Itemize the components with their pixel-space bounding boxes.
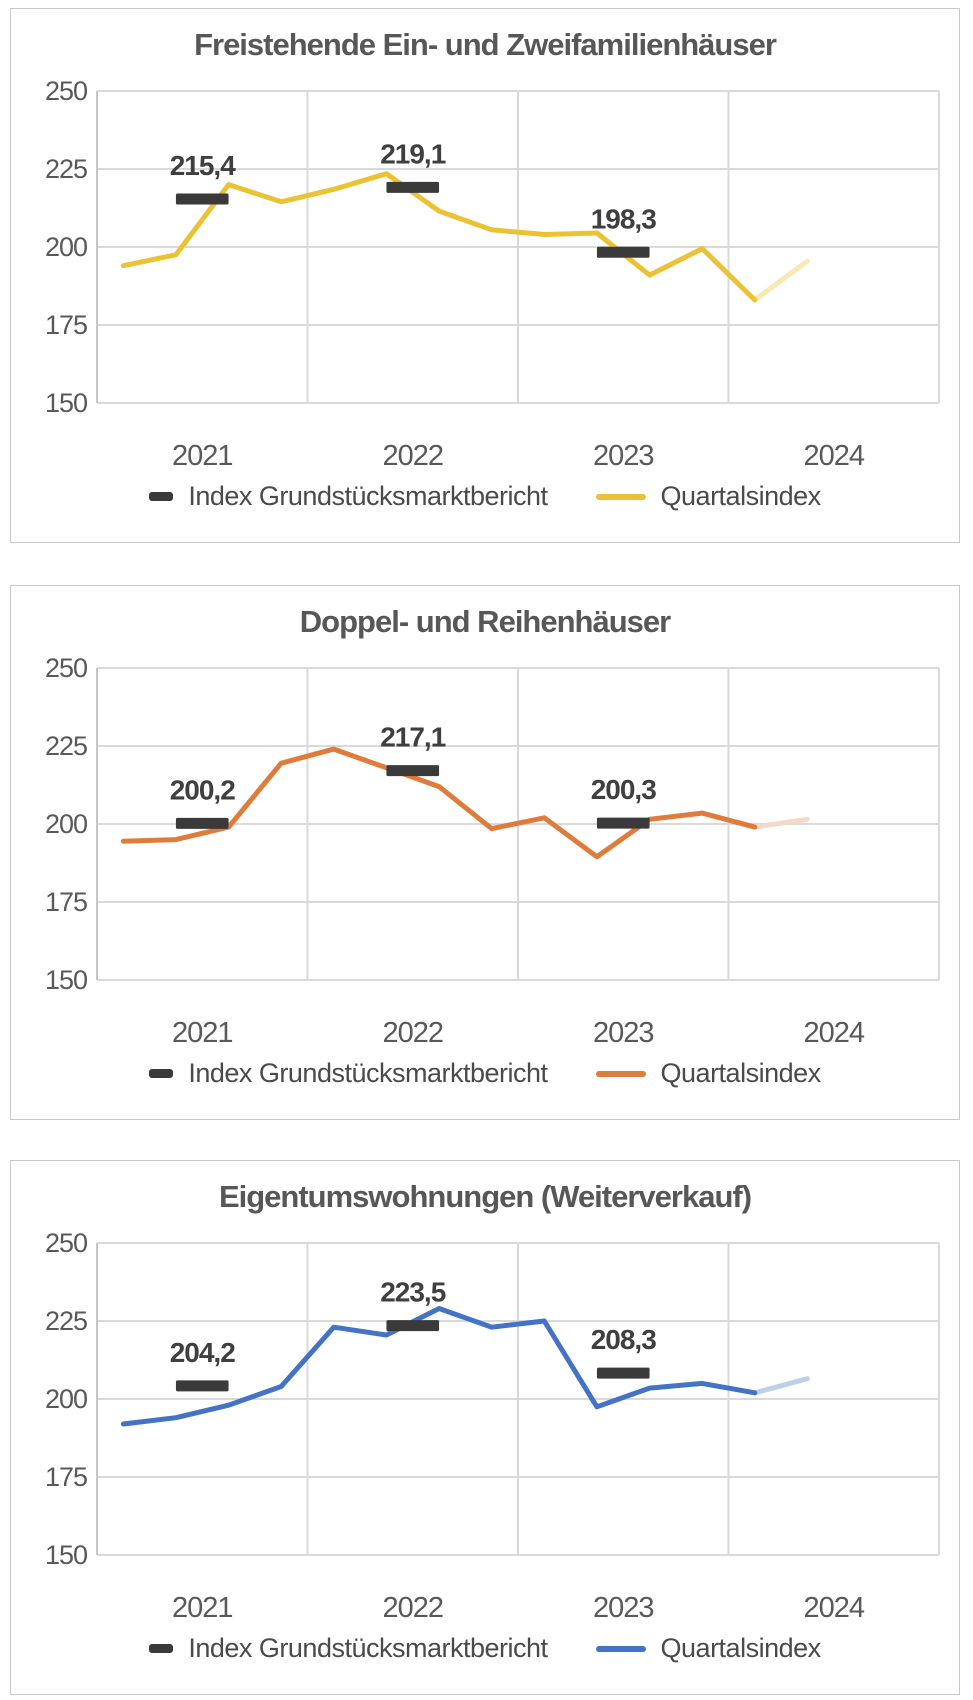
chart-card-freistehende: Freistehende Ein- und Zweifamilienhäuser… [10,8,960,543]
x-axis-label: 2023 [593,440,654,472]
index-annotation: 217,1 [380,722,445,753]
quarterly-line-faded [752,258,810,303]
chart-title: Freistehende Ein- und Zweifamilienhäuser [194,27,777,62]
x-axis-label: 2021 [172,1592,233,1624]
legend-label-index: Index Grundstücksmarktbericht [188,1633,548,1663]
x-axis-label: 2022 [382,440,443,472]
index-dash-swatch [149,1069,174,1078]
index-dash-swatch [149,1644,174,1653]
quarterly-line-faded [752,1376,810,1396]
y-tick-label: 225 [45,1306,87,1336]
index-dash [596,817,650,829]
legend-label-quarterly: Quartalsindex [660,481,822,511]
index-dash [596,1367,650,1379]
y-tick-label: 200 [45,1384,87,1414]
index-annotation: 204,2 [170,1337,235,1368]
index-dash [175,1380,229,1392]
index-dash [386,765,440,777]
x-axis-label: 2024 [803,1017,864,1049]
y-tick-label: 200 [45,809,87,839]
chart-legend: Index Grundstücksmarktbericht Quartalsin… [11,481,959,512]
legend-item-index: Index Grundstücksmarktbericht [149,1058,548,1089]
legend-item-quarterly: Quartalsindex [595,1058,822,1089]
index-annotation: 215,4 [170,150,236,181]
index-annotation: 219,1 [380,138,445,169]
index-annotation: 208,3 [591,1324,656,1355]
legend-label-quarterly: Quartalsindex [660,1633,822,1663]
quarterly-line-swatch [595,493,646,500]
quarterly-line-faded [752,816,810,830]
chart-legend: Index Grundstücksmarktbericht Quartalsin… [11,1633,959,1664]
index-dash [175,193,229,205]
y-tick-label: 150 [45,388,87,418]
quarterly-line-swatch [595,1070,646,1077]
index-dash [596,246,650,258]
index-annotation: 200,3 [591,774,656,805]
y-tick-label: 250 [45,653,87,683]
y-tick-label: 175 [45,887,87,917]
chart-plot: 250 225 200 175 150 2021 2022 2023 2024 200,2 217,… [45,653,940,1049]
x-axis-label: 2022 [382,1017,443,1049]
chart-card-eigentumswohnungen: Eigentumswohnungen (Weiterverkauf) 250 22… [10,1160,960,1695]
x-axis-label: 2024 [803,1592,864,1624]
y-tick-label: 150 [45,965,87,995]
quarterly-line-swatch [595,1645,646,1652]
legend-label-index: Index Grundstücksmarktbericht [188,1058,548,1088]
legend-label-quarterly: Quartalsindex [660,1058,822,1088]
quarterly-line [120,171,758,303]
chart-card-doppel-reihenhaeuser: Doppel- und Reihenhäuser 250 225 200 175 150… [10,585,960,1120]
x-axis-label: 2021 [172,1017,233,1049]
x-axis-label: 2024 [803,440,864,472]
y-tick-label: 150 [45,1540,87,1570]
chart-legend: Index Grundstücksmarktbericht Quartalsin… [11,1058,959,1089]
y-tick-label: 175 [45,1462,87,1492]
y-tick-label: 250 [45,1228,87,1258]
quarterly-line [120,1306,758,1427]
chart-title: Doppel- und Reihenhäuser [299,604,671,639]
y-tick-label: 250 [45,76,87,106]
y-tick-label: 225 [45,154,87,184]
legend-item-index: Index Grundstücksmarktbericht [149,481,548,512]
index-dash [386,181,440,193]
index-dash [386,1320,440,1332]
x-axis-label: 2021 [172,440,233,472]
legend-item-quarterly: Quartalsindex [595,1633,822,1664]
chart-title: Eigentumswohnungen (Weiterverkauf) [218,1179,752,1214]
quarterly-line [120,746,758,860]
index-dash [175,817,229,829]
index-annotation: 200,2 [170,774,235,805]
index-annotation: 198,3 [591,203,656,234]
chart-plot: 250 225 200 175 150 2021 2022 2023 2024 215,4 219,… [45,76,940,472]
index-dash-swatch [149,492,174,501]
legend-item-index: Index Grundstücksmarktbericht [149,1633,548,1664]
y-tick-label: 225 [45,731,87,761]
legend-item-quarterly: Quartalsindex [595,481,822,512]
legend-label-index: Index Grundstücksmarktbericht [188,481,548,511]
x-axis-label: 2022 [382,1592,443,1624]
index-annotation: 223,5 [380,1277,445,1308]
x-axis-label: 2023 [593,1592,654,1624]
y-tick-label: 175 [45,310,87,340]
x-axis-label: 2023 [593,1017,654,1049]
y-tick-label: 200 [45,232,87,262]
chart-plot: 250 225 200 175 150 2021 2022 2023 2024 204,2 223,… [45,1228,940,1624]
